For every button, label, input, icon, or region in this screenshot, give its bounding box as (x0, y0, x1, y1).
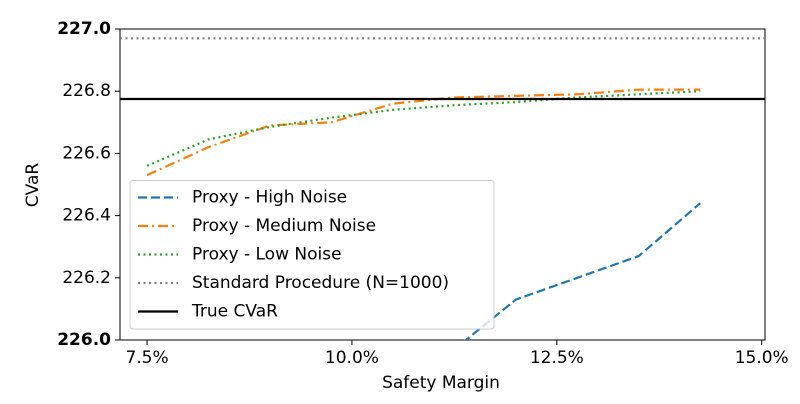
series-line (146, 88, 701, 177)
plot-lines (120, 37, 765, 340)
y-tick-label: 226.8 (62, 81, 111, 101)
x-tick-label: 7.5% (125, 348, 168, 368)
legend-box (129, 180, 495, 330)
legend-label: Standard Procedure (N=1000) (192, 273, 449, 293)
legend-label: True CVaR (191, 302, 278, 322)
y-tick-label: 226.6 (62, 143, 111, 163)
x-tick-label: 12.5% (530, 348, 584, 368)
y-tick-label: 226.4 (62, 206, 111, 226)
y-tick-label: 226.2 (62, 268, 111, 288)
x-axis-label: Safety Margin (382, 373, 500, 393)
legend-label: Proxy - High Noise (192, 188, 347, 208)
y-tick-label: 227.0 (57, 19, 111, 39)
series-line (146, 90, 701, 167)
y-axis-label: CVaR (23, 163, 43, 208)
legend-label: Proxy - Medium Noise (192, 216, 376, 236)
y-tick-label: 226.0 (57, 330, 111, 350)
x-tick-label: 10.0% (325, 348, 379, 368)
legend-label: Proxy - Low Noise (192, 245, 342, 265)
x-tick-label: 15.0% (735, 348, 789, 368)
